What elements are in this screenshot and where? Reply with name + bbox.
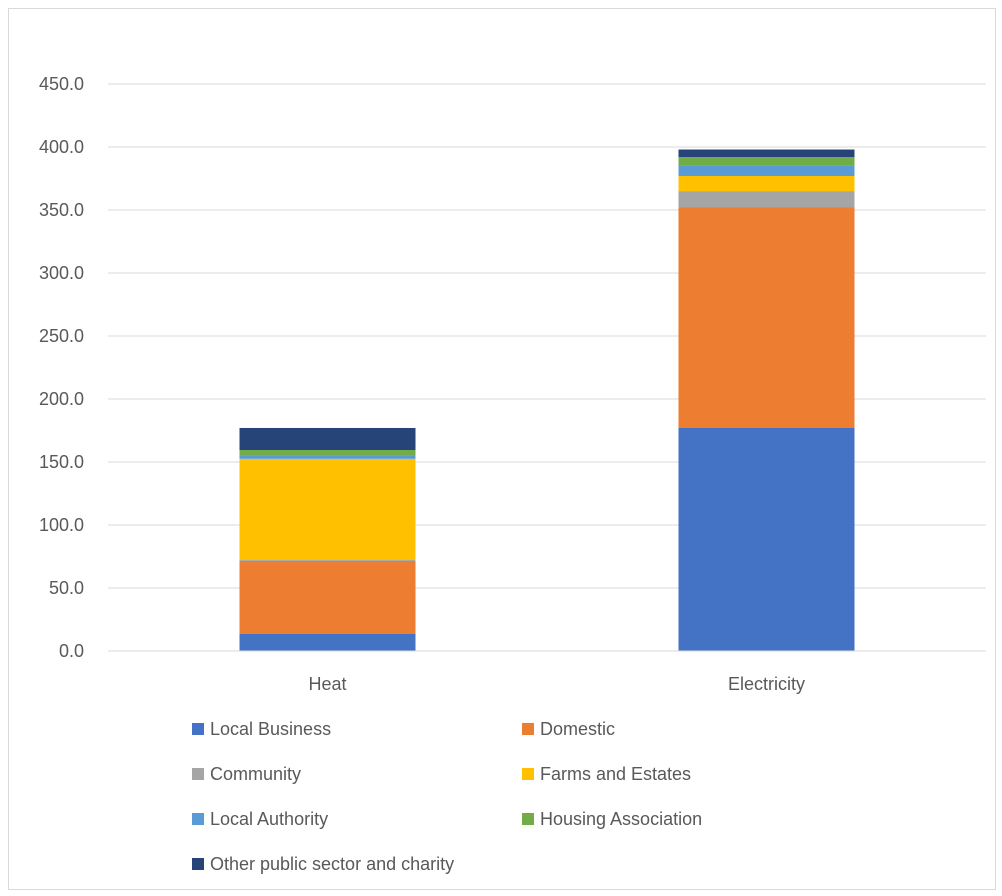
legend-item: Other public sector and charity: [192, 849, 522, 879]
legend-swatch: [192, 858, 204, 870]
legend-swatch: [522, 768, 534, 780]
bar-segment: [239, 455, 416, 459]
bar-segment: [239, 633, 416, 651]
y-tick-label: 350.0: [39, 200, 84, 220]
y-tick-label: 250.0: [39, 326, 84, 346]
y-tick-label: 0.0: [59, 641, 84, 661]
legend-swatch: [522, 723, 534, 735]
y-tick-label: 300.0: [39, 263, 84, 283]
bar-segment: [678, 175, 855, 192]
legend-swatch: [522, 813, 534, 825]
y-tick-label: 450.0: [39, 74, 84, 94]
legend-item: Local Authority: [192, 804, 522, 834]
legend-label: Local Business: [210, 718, 332, 739]
legend-item: Local Business: [192, 714, 522, 744]
bar-segment: [239, 458, 416, 560]
bar-segment: [239, 559, 416, 561]
legend-item: Community: [192, 759, 522, 789]
legend-swatch: [192, 813, 204, 825]
legend-item: Housing Association: [522, 804, 792, 834]
legend-item: Farms and Estates: [522, 759, 792, 789]
y-axis-tick-labels: 0.0 50.0 100.0 150.0 200.0 250.0 300.0 350.0 400…: [39, 74, 84, 661]
legend-label: Housing Association: [540, 808, 703, 829]
x-axis-tick-labels: Heat Electricity: [308, 674, 805, 694]
y-tick-label: 50.0: [49, 578, 84, 598]
x-tick-label: Heat: [308, 674, 346, 694]
bars: [239, 149, 855, 651]
y-tick-label: 100.0: [39, 515, 84, 535]
legend-label: Domestic: [540, 718, 616, 739]
legend-label: Local Authority: [210, 808, 329, 829]
bar-segment: [678, 149, 855, 158]
bar-segment: [239, 450, 416, 456]
legend-label: Other public sector and charity: [210, 853, 455, 874]
legend-item: Domestic: [522, 714, 792, 744]
bar-segment: [678, 207, 855, 428]
bar-segment: [678, 165, 855, 176]
legend: Local Business Domestic Community Farms and…: [192, 714, 792, 879]
bar-segment: [678, 191, 855, 208]
bar-segment: [678, 427, 855, 651]
bar-segment: [239, 560, 416, 634]
legend-label: Community: [210, 763, 302, 784]
y-tick-label: 400.0: [39, 137, 84, 157]
legend-swatch: [192, 723, 204, 735]
bar-segment: [678, 157, 855, 166]
y-tick-label: 200.0: [39, 389, 84, 409]
bar-segment: [239, 427, 416, 451]
y-tick-label: 150.0: [39, 452, 84, 472]
legend-swatch: [192, 768, 204, 780]
x-tick-label: Electricity: [728, 674, 805, 694]
legend-label: Farms and Estates: [540, 763, 692, 784]
